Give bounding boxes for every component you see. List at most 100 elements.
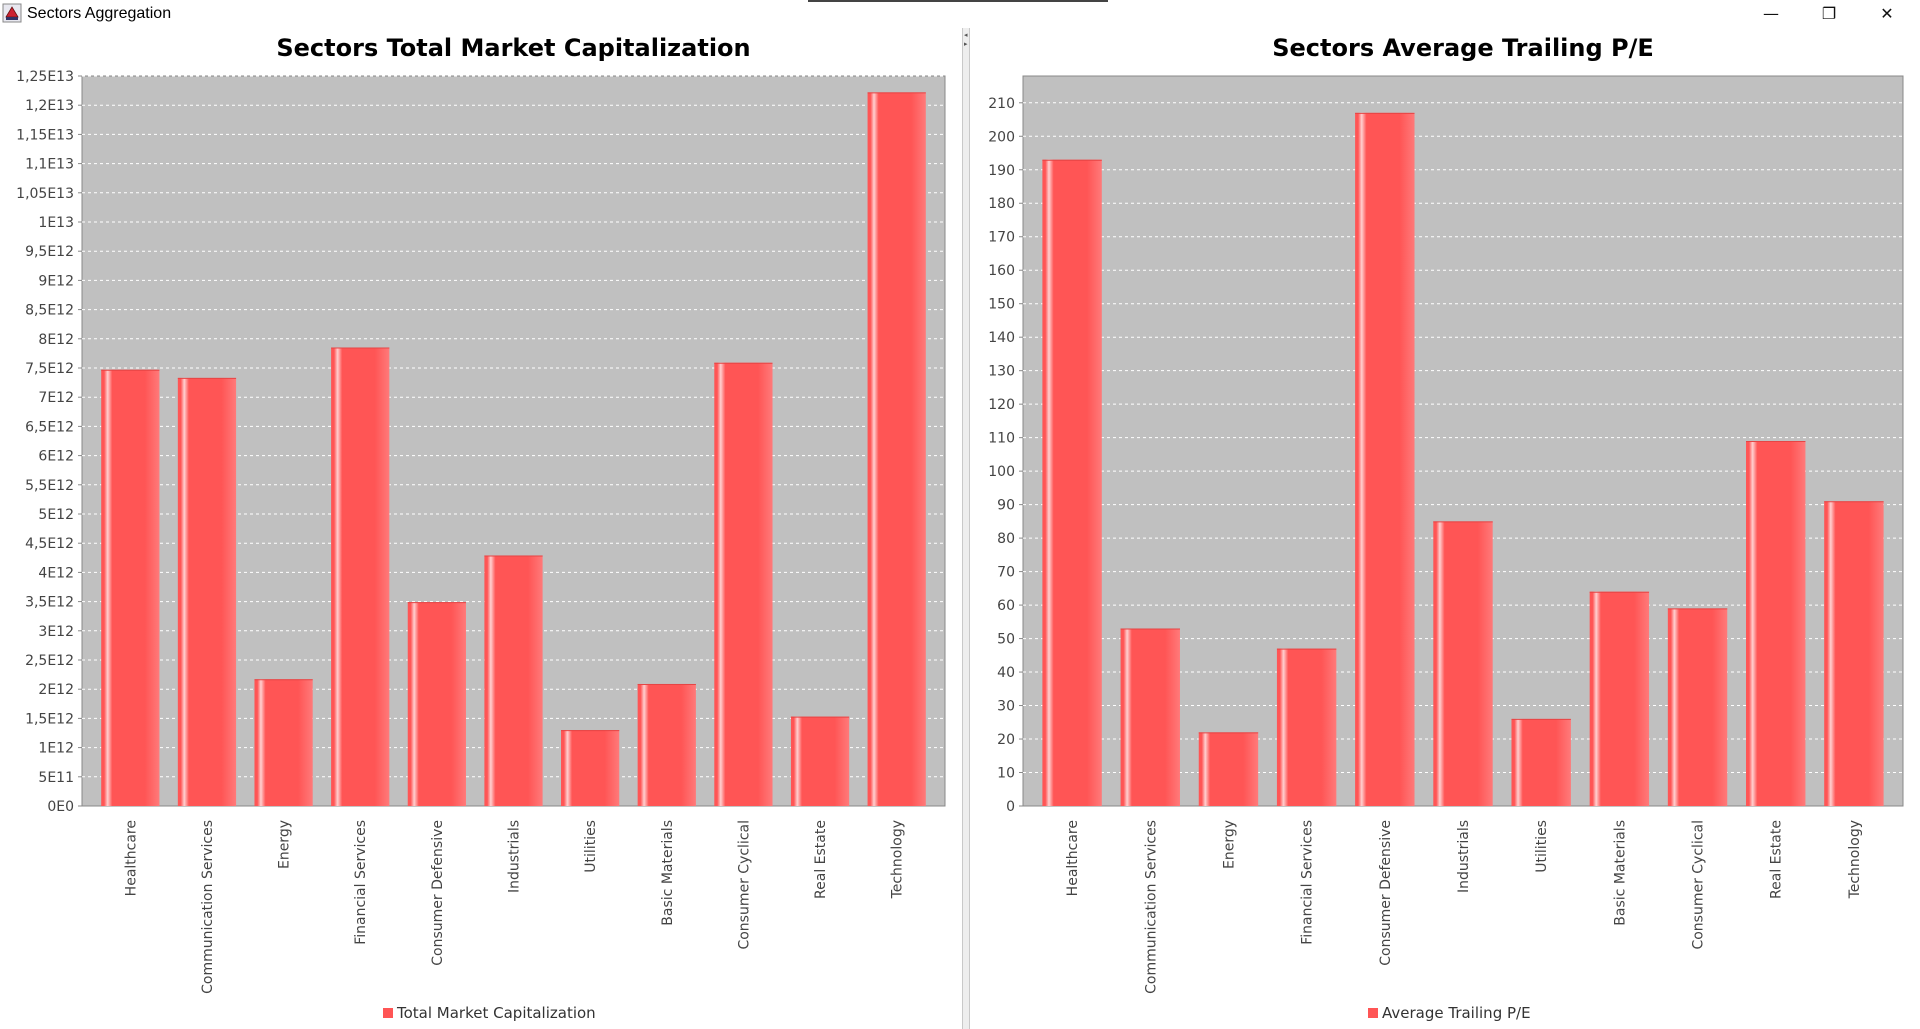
bar [1355, 112, 1415, 807]
y-tick-label: 50 [997, 632, 1015, 648]
divider-right-arrow-icon[interactable]: ▸ [964, 40, 968, 48]
y-tick-label: 4,5E12 [25, 536, 74, 552]
y-tick-label: 170 [988, 230, 1015, 246]
y-tick-label: 150 [988, 297, 1015, 313]
y-tick-label: 0E0 [47, 799, 74, 815]
category-label: Communication Services [200, 820, 216, 994]
y-tick-label: 4E12 [38, 565, 74, 581]
y-tick-label: 0 [1006, 799, 1015, 815]
category-label: Healthcare [1065, 820, 1081, 896]
y-tick-label: 2E12 [38, 682, 74, 698]
y-tick-label: 1,1E13 [25, 157, 74, 173]
legend-swatch [1368, 1008, 1378, 1018]
y-tick-label: 1,25E13 [16, 69, 74, 85]
y-tick-label: 9E12 [38, 273, 74, 289]
y-tick-label: 5E11 [38, 770, 74, 786]
bar [1589, 591, 1650, 806]
category-label: Communication Services [1143, 820, 1159, 994]
legend: Total Market Capitalization [383, 1004, 596, 1022]
y-tick-label: 120 [988, 397, 1015, 413]
category-label: Utilities [1534, 820, 1550, 873]
category-label: Basic Materials [660, 820, 676, 926]
divider-left-arrow-icon[interactable]: ◂ [964, 31, 968, 39]
category-label: Energy [277, 820, 293, 869]
bar [407, 602, 466, 806]
bar [331, 347, 390, 806]
y-tick-label: 30 [997, 699, 1015, 715]
category-label: Technology [890, 820, 906, 899]
legend: Average Trailing P/E [1368, 1004, 1531, 1022]
category-label: Consumer Cyclical [736, 820, 752, 950]
y-tick-label: 6E12 [38, 449, 74, 465]
chart-title: Sectors Total Market Capitalization [276, 34, 750, 62]
category-label: Real Estate [1769, 820, 1785, 899]
bar [1042, 159, 1102, 807]
trailing-pe-chart: Sectors Average Trailing P/E 0 10 20 30 40 50 6… [988, 34, 1904, 1022]
minimize-button[interactable]: — [1742, 0, 1800, 28]
category-label: Real Estate [813, 820, 829, 899]
category-label: Financial Services [1300, 820, 1316, 945]
y-tick-label: 60 [997, 598, 1015, 614]
bar [101, 369, 160, 806]
y-tick-label: 100 [988, 464, 1015, 480]
minimize-icon: — [1763, 4, 1779, 23]
bar [1667, 608, 1728, 806]
y-tick-label: 1E12 [38, 741, 74, 757]
bar [790, 716, 850, 806]
y-tick-label: 140 [988, 330, 1015, 346]
window-title: Sectors Aggregation [27, 5, 172, 22]
y-tick-label: 1,15E13 [16, 127, 74, 143]
y-tick-label: 1,5E12 [25, 711, 74, 727]
market-cap-chart: Sectors Total Market Capitalization 0E0 5E… [16, 34, 946, 1022]
y-tick-label: 80 [997, 531, 1015, 547]
category-label: Industrials [507, 820, 523, 893]
y-tick-label: 7E12 [38, 390, 74, 406]
y-tick-label: 5,5E12 [25, 478, 74, 494]
category-label: Utilities [583, 820, 599, 873]
bar [1511, 718, 1571, 806]
y-tick-label: 180 [988, 196, 1015, 212]
y-tick-label: 40 [997, 665, 1015, 681]
bar [561, 730, 620, 806]
y-tick-label: 3,5E12 [25, 595, 74, 611]
y-tick-label: 200 [988, 129, 1015, 145]
window-top-strip [808, 0, 1108, 2]
close-button[interactable]: ✕ [1858, 0, 1916, 28]
chart-title: Sectors Average Trailing P/E [1272, 34, 1654, 62]
y-tick-label: 8E12 [38, 332, 74, 348]
y-tick-label: 1,05E13 [16, 186, 74, 202]
y-tick-label: 3E12 [38, 624, 74, 640]
split-pane-divider[interactable]: ◂ ▸ [962, 28, 970, 1029]
maximize-button[interactable]: ❐ [1800, 0, 1858, 28]
y-tick-label: 20 [997, 732, 1015, 748]
y-tick-label: 210 [988, 96, 1015, 112]
y-tick-label: 6,5E12 [25, 419, 74, 435]
close-icon: ✕ [1880, 4, 1894, 23]
y-tick-label: 1E13 [38, 215, 74, 231]
legend-label: Total Market Capitalization [396, 1004, 596, 1022]
bar [637, 683, 696, 806]
bar [1120, 628, 1180, 806]
bar [867, 92, 926, 807]
category-label: Healthcare [123, 820, 139, 896]
y-tick-label: 10 [997, 766, 1015, 782]
y-tick-label: 8,5E12 [25, 303, 74, 319]
y-tick-label: 7,5E12 [25, 361, 74, 377]
bar [1433, 521, 1493, 806]
category-label: Consumer Defensive [430, 820, 446, 966]
java-app-icon [2, 3, 22, 23]
category-label: Consumer Cyclical [1691, 820, 1707, 950]
category-label: Basic Materials [1612, 820, 1628, 926]
legend-swatch [383, 1008, 393, 1018]
category-label: Consumer Defensive [1378, 820, 1394, 966]
bar [1198, 732, 1259, 806]
title-bar: Sectors Aggregation — ❐ ✕ [0, 0, 1920, 28]
y-tick-label: 110 [988, 431, 1015, 447]
y-tick-label: 5E12 [38, 507, 74, 523]
bar [1276, 648, 1337, 806]
restore-icon: ❐ [1821, 4, 1837, 23]
y-tick-label: 90 [997, 498, 1015, 514]
category-label: Energy [1221, 820, 1237, 869]
bar [714, 362, 773, 806]
y-tick-label: 190 [988, 163, 1015, 179]
